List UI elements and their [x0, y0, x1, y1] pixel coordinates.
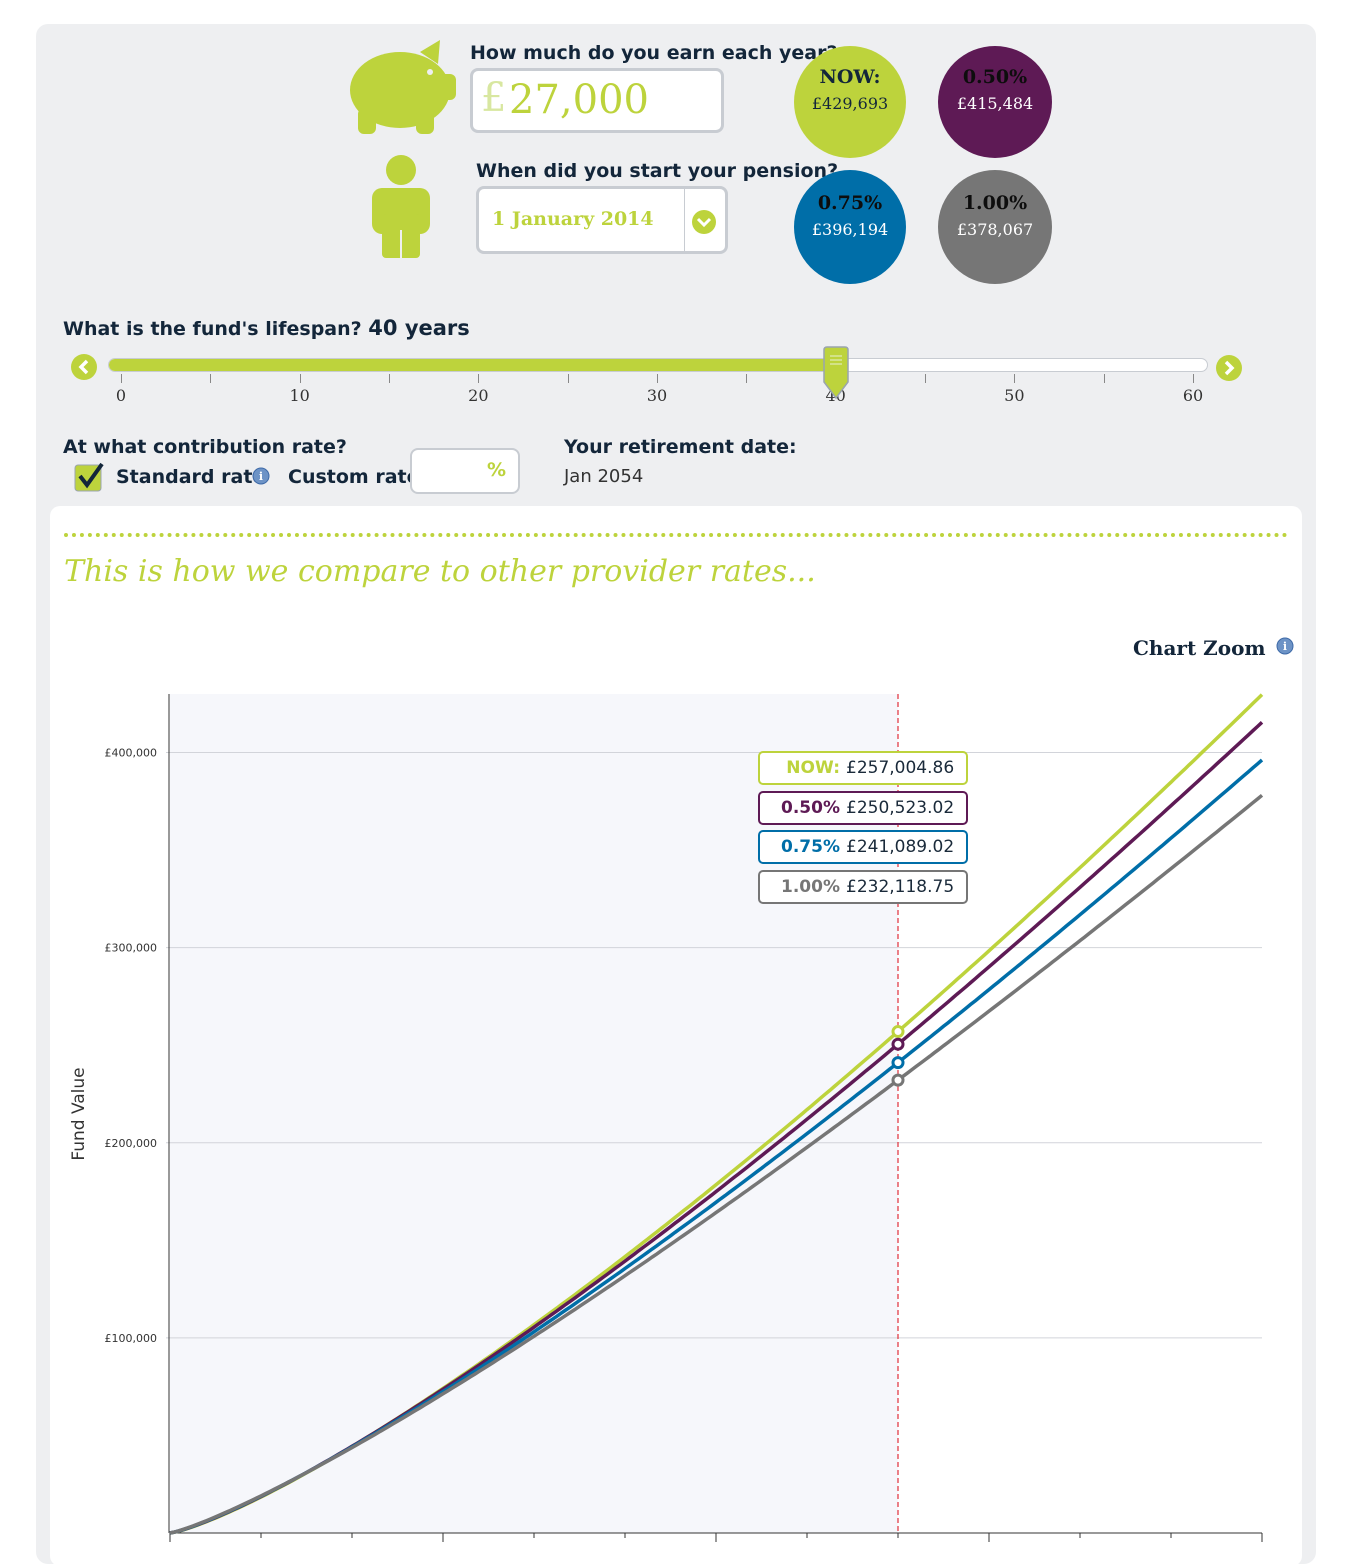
slider-tick-label: 30 — [646, 386, 668, 405]
y-axis-label: Fund Value — [69, 1067, 89, 1160]
svg-text:i: i — [1283, 640, 1287, 653]
lifespan-slider-handle[interactable] — [822, 346, 850, 402]
series-marker-point — [891, 1037, 905, 1051]
tooltip-series-name: 0.50% — [781, 798, 840, 818]
tooltip-now: NOW: £257,004.86 — [758, 751, 968, 785]
slider-tick — [1193, 374, 1194, 383]
tooltip-series-name: 0.75% — [781, 837, 840, 857]
series-marker-point — [891, 1073, 905, 1087]
start-date-value: 1 January 2014 — [492, 208, 654, 230]
series-line — [169, 793, 1264, 1535]
slider-prev-icon[interactable] — [70, 353, 98, 381]
retirement-date: Jan 2054 — [564, 466, 644, 487]
tooltip-075: 0.75% £241,089.02 — [758, 830, 968, 864]
tooltip-series-name: 1.00% — [781, 877, 840, 897]
standard-rate-checkbox[interactable] — [74, 462, 106, 494]
slider-tick — [210, 374, 212, 383]
tooltip-value: £250,523.02 — [846, 798, 955, 818]
slider-tick — [121, 374, 122, 383]
person-icon — [372, 155, 430, 258]
summary-value: £396,194 — [811, 220, 889, 239]
earnings-value: 27,000 — [509, 77, 649, 123]
slider-next-icon[interactable] — [1215, 354, 1243, 382]
summary-label: 0.75% — [817, 192, 883, 214]
slider-tick — [925, 374, 926, 383]
slider-tick — [567, 374, 569, 383]
slider-tick — [299, 374, 301, 383]
tooltip-value: £232,118.75 — [846, 877, 955, 897]
slider-tick — [746, 374, 748, 383]
compare-heading: This is how we compare to other provider… — [64, 554, 816, 589]
lifespan-slider-fill — [109, 359, 837, 371]
slider-tick-label: 0 — [115, 386, 127, 405]
svg-text:i: i — [259, 470, 263, 483]
slider-tick — [389, 374, 390, 383]
summary-050-circle: 0.50% £415,484 — [938, 46, 1052, 158]
summary-label: 0.50% — [962, 66, 1028, 88]
tooltip-value: £257,004.86 — [846, 758, 955, 778]
tooltip-050: 0.50% £250,523.02 — [758, 791, 968, 825]
summary-label: NOW: — [819, 66, 881, 88]
summary-now-circle: NOW: £429,693 — [794, 46, 906, 158]
y-tick-label: £200,000 — [105, 1137, 158, 1150]
start-question: When did you start your pension? — [476, 160, 839, 182]
piggy-bank-icon — [350, 40, 456, 134]
y-tick-label: £100,000 — [105, 1332, 158, 1345]
summary-value: £378,067 — [956, 220, 1034, 239]
series-marker-point — [891, 1025, 905, 1039]
custom-rate-input[interactable]: % — [410, 448, 520, 494]
series-marker-point — [891, 1056, 905, 1070]
earnings-question: How much do you earn each year? — [470, 42, 838, 64]
custom-rate-placeholder: % — [486, 459, 506, 481]
slider-tick-label: 20 — [468, 386, 489, 405]
summary-label: 1.00% — [962, 192, 1028, 214]
select-divider — [684, 189, 685, 251]
lifespan-question-text: What is the fund's lifespan? — [63, 318, 362, 340]
y-tick-label: £400,000 — [105, 747, 158, 760]
summary-value: £429,693 — [811, 94, 889, 113]
slider-tick — [1014, 374, 1016, 383]
slider-tick-label: 10 — [289, 386, 310, 405]
dotted-divider — [64, 533, 1288, 537]
info-icon[interactable]: i — [252, 467, 270, 485]
tooltip-100: 1.00% £232,118.75 — [758, 870, 968, 904]
slider-tick-label: 50 — [1004, 386, 1025, 405]
summary-075-circle: 0.75% £396,194 — [794, 170, 906, 284]
chevron-down-icon[interactable] — [691, 209, 717, 235]
slider-tick — [1103, 374, 1105, 383]
summary-100-circle: 1.00% £378,067 — [938, 170, 1052, 284]
contribution-question: At what contribution rate? — [63, 436, 347, 458]
currency-symbol: £ — [481, 75, 507, 121]
slider-tick — [657, 374, 658, 383]
tooltip-series-name: NOW: — [786, 758, 840, 778]
lifespan-slider-track[interactable] — [108, 358, 1208, 372]
retirement-label: Your retirement date: — [564, 436, 797, 458]
custom-rate-label: Custom rate: — [288, 466, 428, 488]
lifespan-value: 40 years — [368, 316, 470, 340]
slider-tick-label: 60 — [1182, 386, 1204, 405]
start-date-select[interactable]: 1 January 2014 — [476, 186, 728, 254]
standard-rate-label: Standard rate — [116, 466, 266, 488]
slider-tick — [478, 374, 480, 383]
earnings-input[interactable]: £ 27,000 — [470, 68, 724, 133]
tooltip-value: £241,089.02 — [846, 837, 955, 857]
summary-value: £415,484 — [956, 94, 1034, 113]
lifespan-question: What is the fund's lifespan? 40 years — [63, 316, 470, 340]
chart-zoom-label[interactable]: Chart Zoom — [1133, 636, 1266, 660]
chart-zoom-info-icon[interactable]: i — [1276, 637, 1294, 655]
y-tick-label: £300,000 — [105, 942, 158, 955]
